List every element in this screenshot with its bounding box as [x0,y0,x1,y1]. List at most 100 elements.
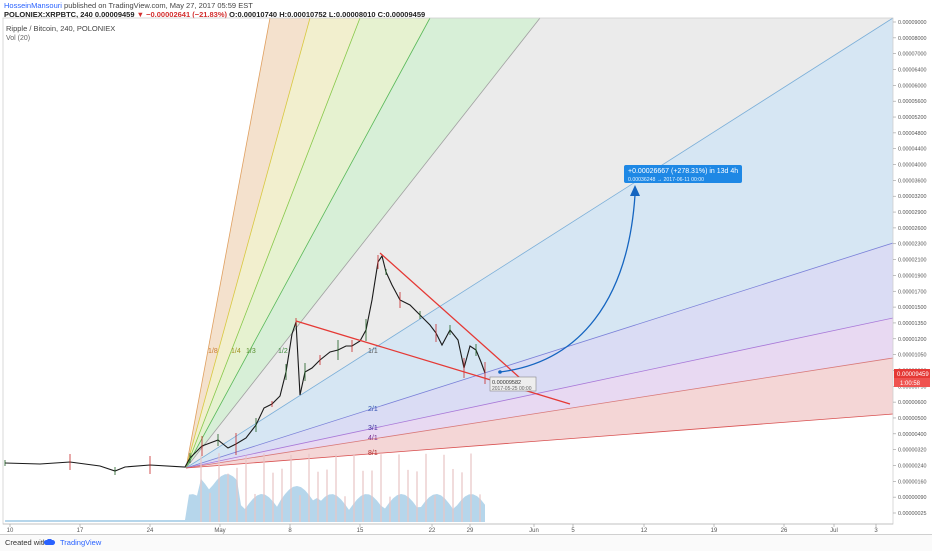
y-tick-label: 0.00001900 [898,273,926,279]
volume-bar [263,453,265,522]
gann-ray [185,17,894,469]
volume-bar [209,492,211,522]
volume-bar [353,454,355,522]
y-tick-label: 0.00000160 [898,479,926,485]
volume-bars [5,453,485,522]
x-tick-label: 19 [711,528,718,534]
volume-bar [272,472,274,522]
y-tick-label: 0.00000600 [898,400,926,406]
gann-labels: 1/8 1/4 1/3 1/2 1/1 2/1 3/1 4/1 8/1 [208,348,378,457]
anchor-value: 0.00009582 [492,380,521,386]
x-tick-label: Jun [529,528,539,534]
x-tick-label: Jul [830,528,838,534]
anchor-label-box [489,376,537,392]
volume-bar [227,473,229,522]
price-candles [4,254,486,475]
price-axis[interactable]: 0.00009000 0.00008000 0.00007000 0.00006400… [893,20,930,517]
y-tick-label: 0.00008000 [898,36,926,42]
price-chart[interactable]: +0.00026667 (+278.31%) in 13d 4h 0.000362… [0,0,932,534]
volume-bar [218,453,220,522]
y-tick-label: 0.00009000 [898,20,926,26]
y-tick-label: 0.00001050 [898,353,926,359]
chart-legend-title: Ripple / Bitcoin, 240, POLONIEX [6,24,115,33]
countdown-value: 1:00:58 [900,381,921,387]
y-tick-label: 0.00000400 [898,432,926,438]
y-tick-label: 0.00004800 [898,131,926,137]
tradingview-brand[interactable]: TradingView [60,538,102,547]
tradingview-logo-icon [44,539,56,545]
volume-bar [443,454,445,522]
gann-label: 1/2 [278,348,288,355]
volume-bar [407,469,409,522]
x-tick-label: 15 [357,528,364,534]
volume-bar [362,470,364,522]
x-tick-label: 10 [7,528,14,534]
y-tick-label: 0.00000090 [898,495,926,501]
y-tick-label: 0.00000320 [898,448,926,454]
gann-ray [185,17,431,469]
time-axis[interactable]: 10 17 24 May 8 15 22 29 Jun 5 12 19 26 Jul 3 [7,524,879,534]
volume-bar [389,496,391,522]
gann-ray [185,413,894,469]
volume-bar [308,453,310,522]
y-tick-label: 0.00002600 [898,226,926,232]
chart-frame [2,17,894,525]
volume-bar [326,469,328,522]
publish-info: HosseinMansouri published on TradingView… [4,1,253,10]
volume-bar [245,455,247,522]
y-tick-label: 0.00002100 [898,258,926,264]
y-tick-label: 0.00004400 [898,147,926,153]
y-tick-label: 0.00002300 [898,242,926,248]
volume-bar [470,453,472,522]
volume-bar [236,467,238,522]
price-line [4,254,486,472]
projection-label: +0.00026667 (+278.31%) in 13d 4h [628,168,738,175]
y-tick-label: 0.00001700 [898,289,926,295]
x-tick-label: 22 [429,528,436,534]
gann-ray [185,17,311,469]
y-tick-label: 0.00007000 [898,52,926,58]
projection-label-box [624,165,742,183]
last-value: 0.00009459 [94,10,135,19]
volume-bar [335,454,337,522]
gann-label: 1/4 [231,348,241,355]
gann-ray [185,17,271,469]
y-tick-label: 0.00005600 [898,99,926,105]
falling-trend-line [379,252,521,379]
gann-ray [185,17,361,469]
gann-label: 4/1 [368,435,378,442]
close-value: C:0.00009459 [377,10,426,19]
y-tick-label: 0.00000500 [898,416,926,422]
gann-ray [185,17,541,469]
gann-ray [185,357,894,469]
gann-ray [185,242,894,469]
y-tick-label: 0.00001200 [898,337,926,343]
y-tick-label: 0.00005200 [898,115,926,121]
symbol-label[interactable]: POLONIEX:XRPBTC, 240 [4,10,93,19]
gann-fan [185,17,894,469]
volume-bar [398,454,400,522]
volume-bar [416,471,418,522]
volume-bar [344,496,346,522]
y-tick-label: 0.00003200 [898,194,926,200]
projection-start-dot [498,370,502,374]
x-tick-label: 17 [77,528,84,534]
x-tick-label: 12 [641,528,648,534]
volume-bar [434,495,436,522]
high-value: H:0.00010752 [279,10,327,19]
current-price-value: 0.00009459 [897,372,929,378]
gann-label: 2/1 [368,406,378,413]
volume-bar [461,472,463,522]
anchor-date: 2017-05-25 00:00 [492,386,532,392]
y-tick-label: 0.00004000 [898,163,926,169]
projection-arc [499,194,636,373]
volume-bar [281,468,283,522]
y-tick-label: 0.00006000 [898,83,926,89]
gann-ray [185,317,894,469]
footer-bar: Created with TradingView [0,534,932,551]
projection-sublabel: 0.00036248 → 2017-06-11 00:00 [628,177,704,183]
x-tick-label: 3 [874,528,878,534]
x-tick-label: 29 [467,528,474,534]
y-tick-label: 0.00000025 [898,511,926,517]
author-link[interactable]: HosseinMansouri [4,1,62,10]
